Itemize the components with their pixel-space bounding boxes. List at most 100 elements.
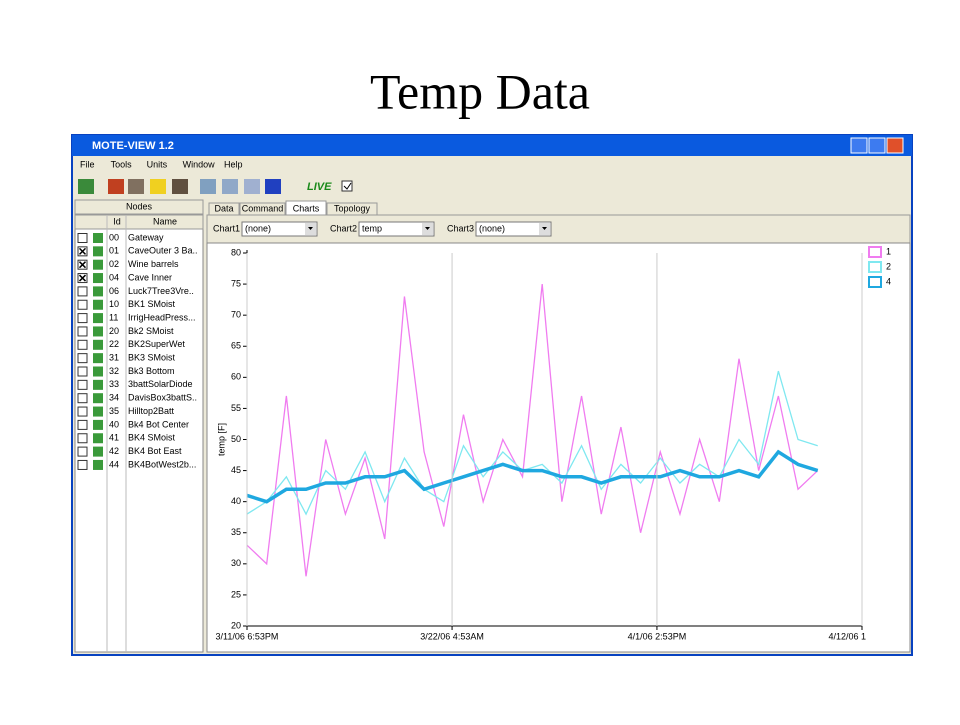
node-id: 06: [109, 286, 119, 296]
node-name: 3battSolarDiode: [128, 379, 193, 389]
tool-icon[interactable]: [265, 179, 281, 194]
node-id: 35: [109, 406, 119, 416]
node-icon: [93, 406, 103, 417]
menu-item[interactable]: Tools: [111, 159, 133, 169]
row-checkbox[interactable]: [77, 419, 88, 430]
node-id: 20: [109, 326, 119, 336]
node-icon: [93, 379, 103, 390]
node-name: IrrigHeadPress...: [128, 312, 196, 322]
node-name: BK4 Bot East: [128, 446, 182, 456]
row-checkbox[interactable]: [77, 406, 88, 417]
row-checkbox[interactable]: [77, 366, 88, 377]
menu-item[interactable]: Help: [224, 159, 243, 169]
tool-icon[interactable]: [108, 179, 124, 194]
node-name: Cave Inner: [128, 272, 172, 282]
dropdown[interactable]: [358, 221, 435, 237]
node-name: Bk2 SMoist: [128, 326, 174, 336]
tab[interactable]: [239, 202, 286, 216]
row-checkbox[interactable]: [77, 326, 88, 337]
x-tick-label: 4/1/06 2:53PM: [628, 631, 687, 641]
node-id: 02: [109, 259, 119, 269]
series-line: [246, 370, 818, 516]
dropdown[interactable]: [475, 221, 552, 237]
row-checkbox[interactable]: [77, 339, 88, 350]
close-button[interactable]: [886, 137, 904, 154]
row-checkbox[interactable]: [77, 313, 88, 324]
row-checkbox[interactable]: [77, 299, 88, 310]
node-id: 32: [109, 366, 119, 376]
minimize-button[interactable]: [850, 137, 868, 154]
title-bar: [72, 135, 912, 156]
legend-label: 1: [886, 246, 891, 256]
y-tick-label: 70: [231, 310, 241, 320]
legend-swatch: [868, 261, 882, 273]
tool-icon[interactable]: [200, 179, 216, 194]
node-id: 31: [109, 353, 119, 363]
y-tick-label: 35: [231, 527, 241, 537]
row-checkbox[interactable]: [77, 459, 88, 470]
row-checkbox[interactable]: [77, 286, 88, 297]
menu-item[interactable]: File: [80, 159, 95, 169]
x-tick-label: 3/11/06 6:53PM: [216, 631, 279, 641]
dropdown[interactable]: [241, 221, 318, 237]
tab[interactable]: [326, 202, 378, 216]
tool-icon[interactable]: [172, 179, 188, 194]
x-tick-label: 3/22/06 4:53AM: [420, 631, 484, 641]
tab[interactable]: [285, 200, 327, 216]
x-tick-label: 4/12/06 1: [828, 631, 866, 641]
column-header-label: Name: [153, 216, 177, 226]
legend-label: 2: [886, 261, 891, 271]
row-checkbox[interactable]: [77, 379, 88, 390]
tool-icon[interactable]: [128, 179, 144, 194]
row-checkbox[interactable]: [77, 353, 88, 364]
selector-label: Chart3: [447, 223, 474, 233]
y-tick-label: 30: [231, 558, 241, 568]
node-name: Bk3 Bottom: [128, 366, 175, 376]
tool-icon[interactable]: [222, 179, 238, 194]
y-tick-label: 65: [231, 341, 241, 351]
node-icon: [93, 299, 103, 310]
node-name: Wine barrels: [128, 259, 179, 269]
legend-label: 4: [886, 276, 891, 286]
dropdown-arrow: [308, 227, 313, 230]
live-checkbox[interactable]: [341, 180, 353, 192]
plot: [246, 284, 819, 577]
node-icon: [93, 366, 103, 377]
row-checkbox[interactable]: [77, 393, 88, 404]
menu-item[interactable]: Units: [147, 159, 168, 169]
tool-icon[interactable]: [78, 179, 94, 194]
tool-icon[interactable]: [150, 179, 166, 194]
checkbox-x: [78, 274, 87, 282]
row-checkbox[interactable]: [77, 433, 88, 444]
node-icon: [93, 446, 103, 457]
y-tick-label: 45: [231, 465, 241, 475]
legend-swatch: [868, 246, 882, 258]
node-id: 11: [109, 312, 118, 322]
selector-label: Chart1: [213, 223, 240, 233]
tab-label: Charts: [293, 203, 320, 213]
node-icon: [93, 339, 103, 350]
maximize-button[interactable]: [868, 137, 886, 154]
dropdown-arrow: [542, 227, 547, 230]
y-tick-label: 80: [231, 247, 241, 257]
row-checkbox[interactable]: [77, 233, 88, 243]
series-line: [246, 449, 819, 504]
node-id: 33: [109, 379, 119, 389]
legend-swatch: [868, 276, 882, 288]
node-icon: [93, 233, 103, 243]
node-icon: [93, 246, 103, 257]
checkmark: [343, 182, 352, 190]
node-name: Luck7Tree3Vre..: [128, 286, 194, 296]
menu-item[interactable]: Window: [183, 159, 216, 169]
tab[interactable]: [208, 202, 240, 216]
row-checkbox[interactable]: [77, 446, 88, 457]
tab-label: Command: [242, 203, 284, 213]
live-label: LIVE: [307, 181, 332, 193]
tab-label: Data: [214, 203, 233, 213]
tool-icon[interactable]: [244, 179, 260, 194]
node-icon: [93, 393, 103, 404]
nodes-header: [74, 199, 204, 215]
y-tick-label: 55: [231, 403, 241, 413]
node-id: 41: [109, 433, 119, 443]
